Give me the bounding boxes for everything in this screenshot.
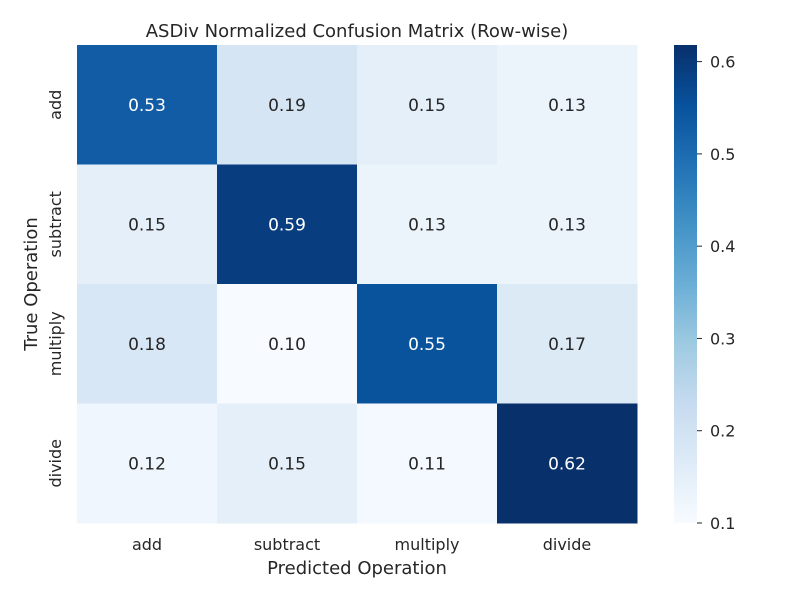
cell-value-label: 0.13	[548, 215, 586, 235]
heatmap-cell	[217, 284, 358, 404]
heatmap-cell	[357, 284, 498, 404]
cell-value-label: 0.59	[268, 215, 306, 235]
cell-value-label: 0.13	[408, 215, 446, 235]
x-tick-label: divide	[543, 535, 592, 554]
heatmap-cell	[77, 403, 218, 524]
colorbar-tick-label: 0.1	[710, 514, 735, 533]
cell-value-label: 0.18	[128, 335, 166, 355]
x-tick-label: add	[132, 535, 162, 554]
cell-value-label: 0.10	[268, 335, 306, 355]
heatmap-cell	[217, 164, 358, 285]
chart-title: ASDiv Normalized Confusion Matrix (Row-w…	[146, 21, 569, 42]
colorbar: 0.1 0.2 0.3 0.4 0.5 0.6	[674, 45, 735, 533]
heatmap-cell	[497, 45, 638, 165]
colorbar-tick-label: 0.3	[710, 329, 735, 348]
cell-value-label: 0.15	[408, 96, 446, 116]
heatmap-cell	[357, 164, 498, 285]
colorbar-bar	[674, 45, 697, 523]
cell-value-label: 0.15	[128, 215, 166, 235]
heatmap-cell	[217, 403, 358, 524]
heatmap-cells: 0.53 0.19 0.15 0.13 0.15 0.59 0.13 0.13 0.18 0.10…	[77, 45, 638, 524]
heatmap-cell	[77, 164, 218, 285]
y-tick-label: multiply	[46, 311, 65, 376]
cell-value-label: 0.62	[548, 454, 586, 474]
y-axis-label: True Operation	[21, 217, 42, 352]
heatmap-cell	[357, 403, 498, 524]
heatmap-cell	[77, 284, 218, 404]
heatmap-cell	[357, 45, 498, 165]
cell-value-label: 0.19	[268, 96, 306, 116]
heatmap-cell	[77, 45, 218, 165]
x-axis-label: Predicted Operation	[267, 558, 447, 579]
heatmap-cell	[217, 45, 358, 165]
colorbar-tick-label: 0.6	[710, 53, 735, 72]
colorbar-tick-label: 0.4	[710, 237, 735, 256]
heatmap-cell	[497, 284, 638, 404]
y-tick-label: divide	[46, 439, 65, 488]
y-tick-label: add	[46, 90, 65, 120]
cell-value-label: 0.17	[548, 335, 586, 355]
cell-value-label: 0.55	[408, 335, 446, 355]
x-tick-labels: add subtract multiply divide	[132, 535, 591, 554]
x-tick-label: subtract	[254, 535, 320, 554]
colorbar-tick-label: 0.2	[710, 422, 735, 441]
heatmap-cell	[497, 403, 638, 524]
cell-value-label: 0.53	[128, 96, 166, 116]
cell-value-label: 0.11	[408, 454, 446, 474]
cell-value-label: 0.12	[128, 454, 166, 474]
y-tick-label: subtract	[46, 191, 65, 257]
heatmap-cell	[497, 164, 638, 285]
cell-value-label: 0.13	[548, 96, 586, 116]
y-tick-labels: add subtract multiply divide	[46, 90, 65, 488]
colorbar-tick-label: 0.5	[710, 145, 735, 164]
cell-value-label: 0.15	[268, 454, 306, 474]
x-tick-label: multiply	[395, 535, 460, 554]
